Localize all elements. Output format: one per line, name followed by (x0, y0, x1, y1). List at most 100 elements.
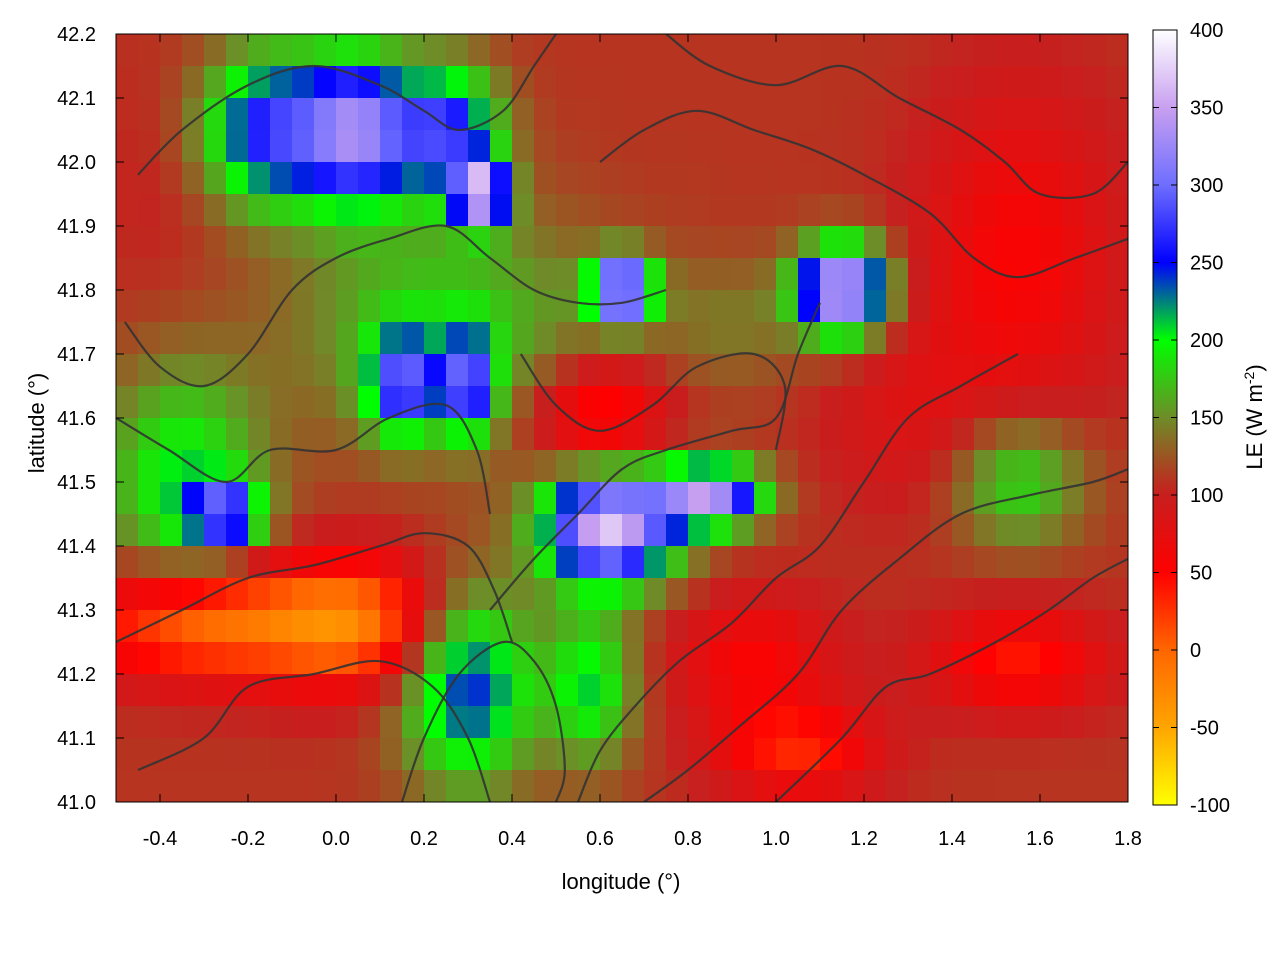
heatmap-cell (600, 514, 623, 547)
heatmap-cell (1062, 354, 1085, 387)
heatmap-cell (952, 194, 975, 227)
heatmap-cell (446, 674, 469, 707)
heatmap-cell (1040, 738, 1063, 771)
heatmap-cell (1062, 66, 1085, 99)
heatmap-cell (798, 610, 821, 643)
heatmap-cell (1062, 578, 1085, 611)
heatmap-cell (578, 34, 601, 67)
heatmap-cell (182, 418, 205, 451)
heatmap-cell (930, 354, 953, 387)
heatmap-cell (248, 674, 271, 707)
heatmap-cell (666, 642, 689, 675)
heatmap-cell (688, 674, 711, 707)
heatmap-cell (138, 322, 161, 355)
heatmap-cell (314, 130, 337, 163)
heatmap-cell (292, 130, 315, 163)
heatmap-cell (1040, 386, 1063, 419)
heatmap-cell (380, 162, 403, 195)
heatmap-cell (666, 130, 689, 163)
heatmap-cell (116, 354, 139, 387)
heatmap-cell (842, 130, 865, 163)
heatmap-cell (446, 290, 469, 323)
heatmap-cell (490, 642, 513, 675)
heatmap-cell (226, 66, 249, 99)
heatmap-cell (270, 130, 293, 163)
heatmap-cell (996, 386, 1019, 419)
heatmap-cell (622, 578, 645, 611)
heatmap-cell (908, 98, 931, 131)
heatmap-cell (578, 706, 601, 739)
heatmap-cell (292, 194, 315, 227)
heatmap-cell (424, 290, 447, 323)
y-tick-label: 41.6 (57, 408, 96, 430)
heatmap-cell (468, 514, 491, 547)
colorbar-tick-label: 300 (1190, 175, 1223, 197)
heatmap-cell (644, 610, 667, 643)
heatmap-cell (270, 482, 293, 515)
heatmap-cell (666, 738, 689, 771)
heatmap-cell (182, 482, 205, 515)
heatmap-cell (666, 610, 689, 643)
heatmap-cell (600, 98, 623, 131)
heatmap-cell (1018, 770, 1041, 802)
heatmap-cell (270, 98, 293, 131)
heatmap-cell (160, 706, 183, 739)
heatmap-cell (1084, 226, 1107, 259)
heatmap-cell (1062, 418, 1085, 451)
heatmap-cell (314, 194, 337, 227)
heatmap-cell (622, 546, 645, 579)
heatmap-cell (798, 130, 821, 163)
heatmap-cell (908, 386, 931, 419)
heatmap-cell (358, 482, 381, 515)
heatmap-cell (138, 642, 161, 675)
heatmap-cell (490, 418, 513, 451)
heatmap-cell (622, 482, 645, 515)
heatmap-cell (688, 514, 711, 547)
heatmap-cell (336, 130, 359, 163)
heatmap-cell (490, 34, 513, 67)
heatmap-cell (424, 98, 447, 131)
heatmap-cell (974, 34, 997, 67)
heatmap-cell (468, 482, 491, 515)
heatmap-cell (556, 34, 579, 67)
heatmap-cell (1084, 642, 1107, 675)
heatmap-cell (974, 450, 997, 483)
heatmap-cell (842, 162, 865, 195)
heatmap-cell (776, 610, 799, 643)
heatmap-cell (798, 258, 821, 291)
heatmap-cell (182, 34, 205, 67)
heatmap-cell (886, 610, 909, 643)
heatmap-cell (138, 226, 161, 259)
heatmap-cell (512, 642, 535, 675)
heatmap-cell (776, 130, 799, 163)
heatmap-cell (512, 98, 535, 131)
heatmap-cell (622, 706, 645, 739)
heatmap-cell (908, 610, 931, 643)
heatmap-cell (886, 546, 909, 579)
heatmap-cell (952, 290, 975, 323)
heatmap-cell (930, 738, 953, 771)
heatmap-cell (776, 706, 799, 739)
heatmap-cell (1018, 546, 1041, 579)
heatmap-cell (864, 98, 887, 131)
heatmap-cell (380, 130, 403, 163)
heatmap-cell (798, 482, 821, 515)
heatmap-cell (270, 514, 293, 547)
heatmap-cell (424, 514, 447, 547)
heatmap-cell (556, 642, 579, 675)
heatmap-cell (1040, 98, 1063, 131)
heatmap-cell (270, 738, 293, 771)
heatmap-cell (138, 194, 161, 227)
heatmap-cell (1084, 354, 1107, 387)
heatmap-cell (358, 386, 381, 419)
heatmap-cell (358, 194, 381, 227)
heatmap-cell (688, 546, 711, 579)
heatmap-cell (424, 578, 447, 611)
heatmap-cell (248, 354, 271, 387)
heatmap-cell (402, 226, 425, 259)
heatmap-cell (204, 482, 227, 515)
heatmap-cell (952, 98, 975, 131)
y-axis-ticks: 41.0 41.1 41.2 41.3 41.4 41.5 41.6 41.7 41.8 41.9… (57, 24, 1128, 814)
heatmap-cell (798, 578, 821, 611)
heatmap-cell (446, 194, 469, 227)
